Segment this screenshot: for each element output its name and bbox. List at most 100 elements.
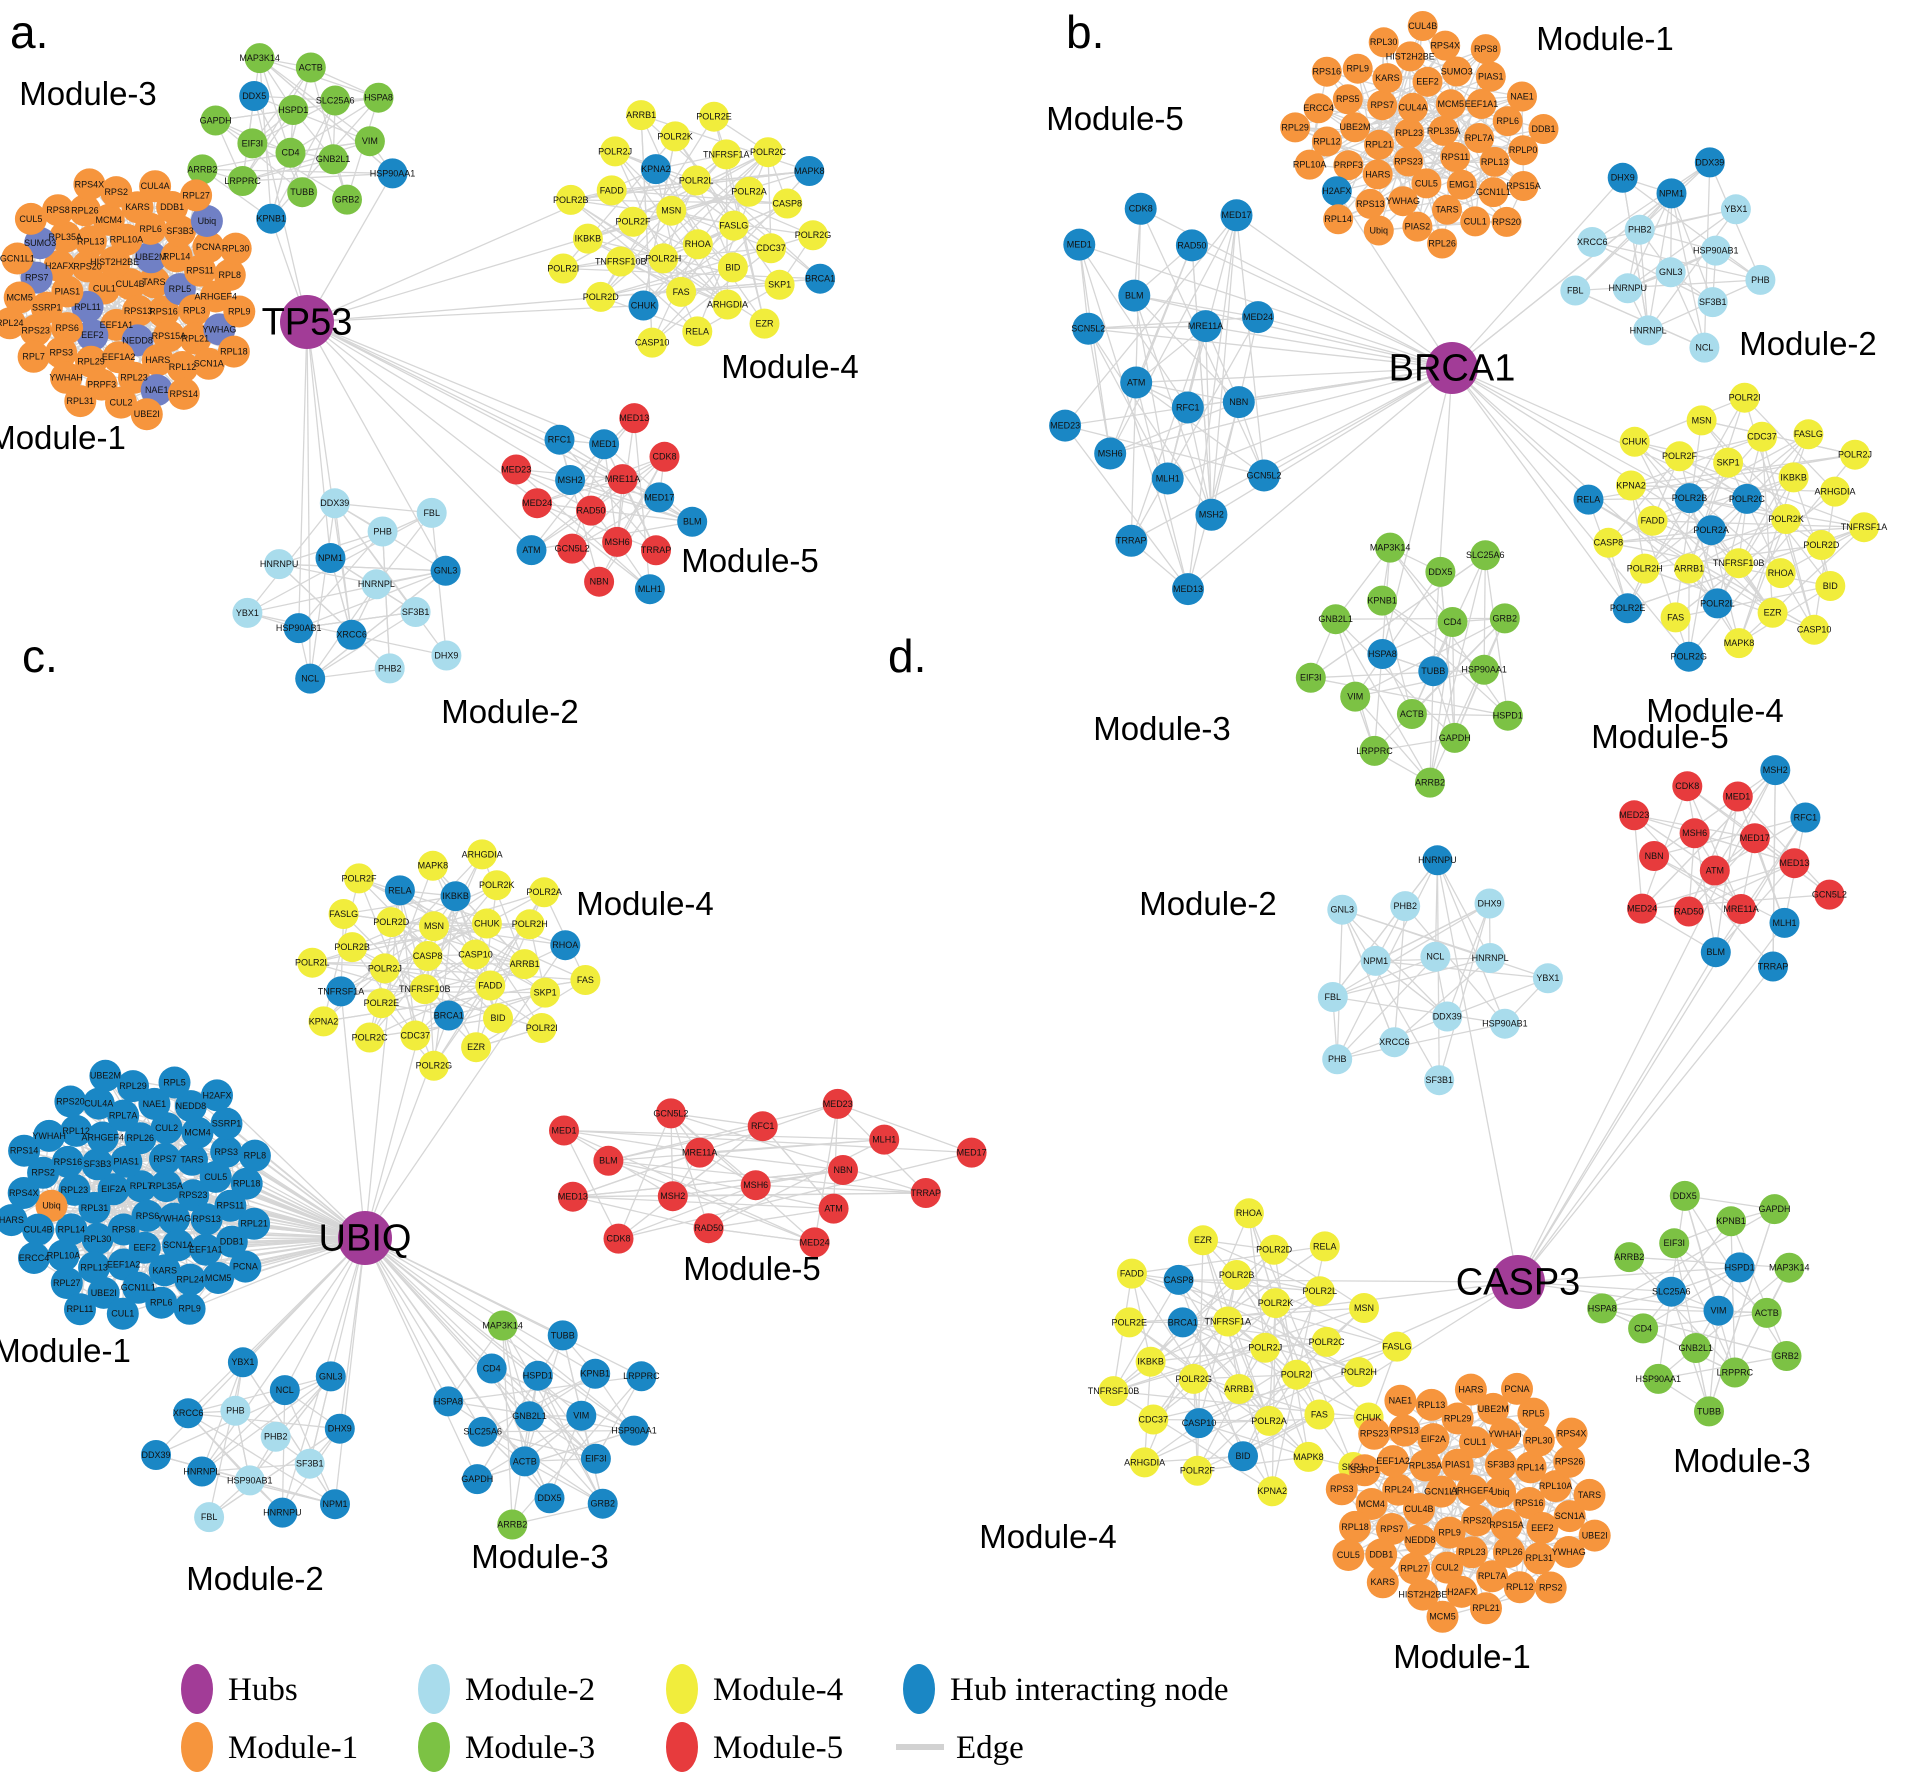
- node-MLH1: [869, 1124, 900, 1155]
- edge: [1715, 817, 1806, 953]
- node-GNL3: [1655, 257, 1686, 288]
- edge: [1737, 796, 1830, 896]
- node-POLR2H: [514, 909, 545, 940]
- node-RPL18: [1339, 1510, 1371, 1543]
- edge: [433, 985, 491, 1067]
- node-label: RPS3: [214, 1147, 238, 1157]
- node-label: RPL12: [169, 362, 197, 372]
- node-label: YWHAH: [49, 373, 83, 383]
- edge: [618, 1184, 756, 1240]
- node-RPS23: [1358, 1417, 1391, 1450]
- node-label: Ubiq: [42, 1201, 61, 1211]
- node-EIF3I: [237, 128, 268, 159]
- node-MCM5: [1426, 1600, 1459, 1633]
- module-label: Module-5: [683, 1250, 821, 1287]
- node-label: RPL29: [1281, 122, 1309, 132]
- node-label: RHOA: [1236, 1208, 1262, 1218]
- edge: [312, 962, 586, 981]
- node-RPL8: [213, 259, 246, 291]
- edge: [364, 1237, 642, 1377]
- node-CASP8: [772, 188, 803, 219]
- node-label: RELA: [686, 326, 710, 336]
- node-label: RPS23: [1394, 156, 1423, 166]
- edge: [1483, 555, 1486, 670]
- node-label: SSRP1: [32, 302, 62, 312]
- node-HNRNPU: [1422, 845, 1453, 876]
- node-label: RPL6: [1496, 116, 1519, 126]
- edge: [1642, 1266, 1740, 1329]
- node-PHB: [1745, 264, 1776, 295]
- node-label: VIM: [362, 136, 378, 146]
- node-label: RPS6: [55, 323, 79, 333]
- edge: [364, 1237, 596, 1375]
- node-label: BRCA1: [805, 274, 835, 284]
- edge: [1332, 957, 1491, 998]
- node-label: HSPA8: [1588, 1303, 1617, 1313]
- edge: [309, 570, 447, 680]
- node-TRRAP: [910, 1178, 941, 1208]
- node-label: MED17: [957, 1147, 987, 1157]
- node-label: POLR2F: [615, 217, 651, 227]
- node-label: SCN5L2: [1071, 324, 1105, 334]
- node-SSRP1: [1348, 1454, 1381, 1487]
- node-POLR2D: [1259, 1234, 1290, 1265]
- node-POLR2G: [798, 220, 828, 251]
- node-RPS6: [51, 312, 84, 345]
- node-DHX9: [324, 1413, 355, 1444]
- node-CDK8: [1672, 771, 1703, 802]
- node-label: DDX39: [1695, 157, 1724, 167]
- node-label: RPL5: [169, 284, 192, 294]
- node-label: KPNB1: [1367, 595, 1397, 605]
- node-HNRNPL: [186, 1456, 217, 1487]
- node-HSPA8: [363, 82, 394, 113]
- node-NCL: [295, 663, 326, 694]
- edge: [1187, 401, 1240, 590]
- node-SF3B3: [1484, 1448, 1517, 1481]
- node-NBN: [828, 1155, 858, 1185]
- node-TUBB: [1418, 656, 1449, 687]
- node-PCNA: [1501, 1372, 1533, 1405]
- edge: [536, 502, 657, 551]
- node-CD4: [275, 137, 306, 168]
- node-label: POLR2K: [1768, 514, 1804, 524]
- edge: [1653, 816, 1806, 857]
- node-label: POLR2K: [657, 131, 693, 141]
- node-label: MAPK8: [1724, 638, 1755, 648]
- node-label: NEDD8: [122, 335, 153, 345]
- node-label: MLH1: [1156, 473, 1180, 483]
- edge: [1653, 855, 1785, 924]
- node-Ubiq: [190, 205, 223, 237]
- edge: [426, 955, 435, 1066]
- node-RFC1: [1790, 802, 1821, 833]
- edge: [1310, 669, 1485, 679]
- node-RPS7: [1367, 90, 1398, 121]
- node-label: RPL14: [58, 1224, 86, 1234]
- node-label: TUBB: [1697, 1406, 1721, 1416]
- edge: [1135, 381, 1265, 477]
- node-label: SLC25A6: [316, 95, 355, 105]
- edge: [1451, 367, 1690, 658]
- node-FADD: [475, 970, 506, 1001]
- node-RPS4X: [7, 1177, 40, 1209]
- node-label: SSRP1: [1350, 1465, 1380, 1475]
- edge: [298, 321, 308, 629]
- node-MCM5: [3, 281, 36, 314]
- node-label: RPL26: [127, 1133, 155, 1143]
- edge: [1182, 1321, 1327, 1343]
- edge: [242, 140, 371, 182]
- node-ARRB2: [497, 1509, 528, 1540]
- node-label: MSH2: [660, 1191, 685, 1201]
- edge: [708, 1227, 815, 1244]
- node-label: EEF1A2: [102, 352, 136, 362]
- node-label: DDB1: [1369, 1549, 1393, 1559]
- node-HSPD1: [522, 1360, 553, 1391]
- node-HNRNPU: [264, 549, 295, 580]
- node-label: FBL: [1567, 285, 1584, 295]
- node-label: CUL1: [1463, 1437, 1486, 1447]
- node-label: CASP10: [635, 337, 670, 347]
- node-label: RPL8: [219, 270, 242, 280]
- node-label: RPL7A: [109, 1110, 138, 1120]
- node-label: ARRB2: [187, 164, 217, 174]
- node-RPL24: [0, 307, 26, 340]
